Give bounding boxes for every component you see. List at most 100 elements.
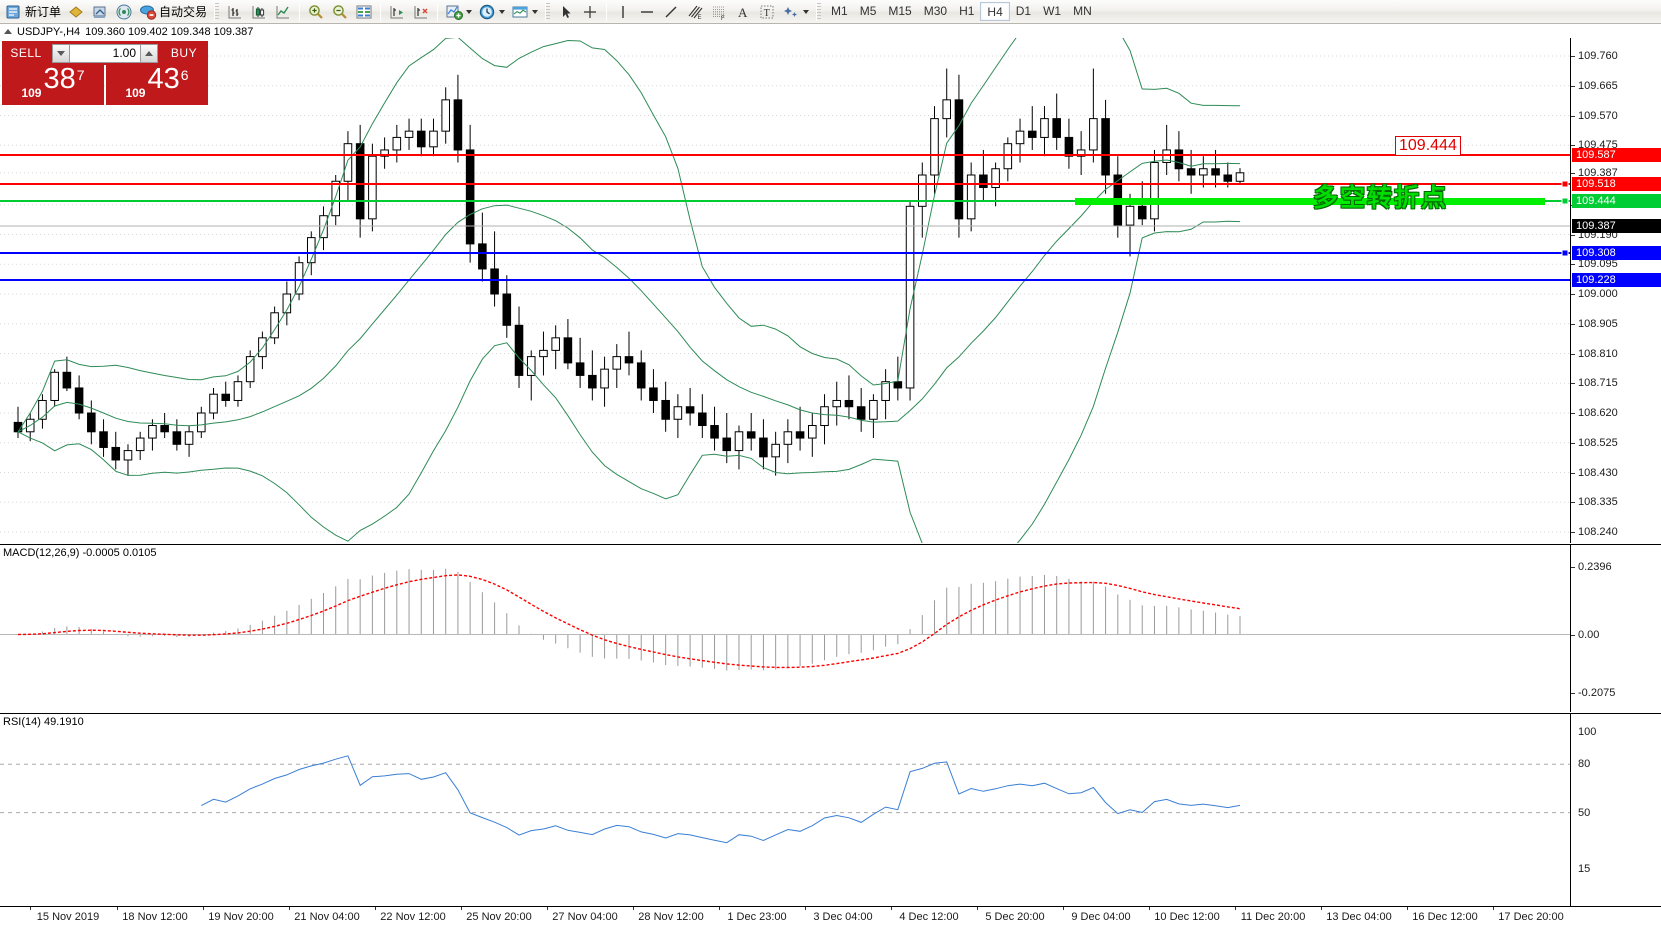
chevron-up-icon	[145, 50, 153, 56]
trendline-button[interactable]	[659, 1, 683, 23]
timeframe-m5[interactable]: M5	[859, 4, 877, 18]
autotrading-label: 自动交易	[159, 5, 208, 19]
price-level-label-resistance-1[interactable]: 109.587	[1572, 148, 1661, 162]
text-label-button[interactable]: T	[755, 1, 779, 23]
svg-text:A: A	[738, 5, 748, 20]
svg-text:E: E	[698, 15, 702, 21]
time-axis[interactable]: 15 Nov 2019 18 Nov 12:00 19 Nov 20:00 21 No…	[0, 906, 1661, 926]
macd-axis[interactable]: 0.2396 0.00 -0.2075	[1570, 545, 1661, 712]
price-axis[interactable]: 109.760109.665109.570109.475109.387109.2…	[1570, 38, 1661, 543]
volume-increment-button[interactable]	[140, 43, 158, 63]
price-pane[interactable]: 109.760109.665109.570109.475109.387109.2…	[0, 38, 1661, 543]
time-axis-label: 22 Nov 12:00	[380, 911, 446, 923]
volume-input[interactable]: 1.00	[70, 43, 140, 63]
rsi-axis-label: 80	[1578, 758, 1591, 771]
zoom-out-button[interactable]	[328, 1, 352, 23]
time-axis-tick	[891, 907, 892, 910]
templates-button[interactable]	[508, 1, 541, 23]
sell-button[interactable]: SELL	[2, 41, 50, 65]
indicators-button[interactable]	[442, 1, 475, 23]
price-level-label-resistance-2[interactable]: 109.518	[1572, 177, 1661, 191]
timeframe-mn[interactable]: MN	[1073, 4, 1092, 18]
toolbar-separator-1	[299, 2, 301, 21]
data-window-icon	[355, 3, 373, 21]
clock-icon	[478, 3, 496, 21]
cursor-icon	[557, 3, 575, 21]
templates-dropdown-caret[interactable]	[532, 9, 539, 14]
objects-dropdown-caret[interactable]	[803, 9, 810, 14]
rsi-axis[interactable]: 100 80 50 15	[1570, 714, 1661, 906]
chart-collapse-icon[interactable]	[4, 29, 12, 34]
horizontal-line-icon	[638, 3, 656, 21]
period-dropdown-caret[interactable]	[499, 9, 506, 14]
horizontal-line-button[interactable]	[635, 1, 659, 23]
price-axis-label: 108.240	[1578, 526, 1618, 538]
toolbar-grip-2[interactable]	[545, 2, 551, 21]
indicators-dropdown-caret[interactable]	[466, 9, 473, 14]
line-chart-button[interactable]	[271, 1, 295, 23]
toolbar-separator-3	[437, 2, 439, 21]
toolbar-grip-1[interactable]	[214, 2, 220, 21]
zoom-in-button[interactable]	[304, 1, 328, 23]
sell-price-main: 38	[43, 63, 76, 95]
templates-icon	[511, 3, 529, 21]
new-order-button[interactable]: 新订单	[2, 1, 64, 23]
expert-advisor-button[interactable]	[64, 1, 88, 23]
time-axis-label: 17 Dec 20:00	[1498, 911, 1564, 923]
timeframe-m15[interactable]: M15	[888, 4, 912, 18]
time-axis-label: 19 Nov 20:00	[208, 911, 274, 923]
signal-button[interactable]	[112, 1, 136, 23]
time-axis-tick	[1493, 907, 1494, 910]
green-level-tag[interactable]: 109.444	[1395, 136, 1461, 156]
candlestick-chart-button[interactable]	[247, 1, 271, 23]
vertical-line-button[interactable]	[611, 1, 635, 23]
timeframe-d1[interactable]: D1	[1015, 4, 1032, 18]
objects-button[interactable]	[779, 1, 812, 23]
price-axis-tick	[1571, 502, 1575, 504]
chart-info-bar: USDJPY-,H4 109.360 109.402 109.348 109.3…	[0, 25, 1661, 38]
timeframe-h4[interactable]: H4	[980, 2, 1010, 21]
cursor-button[interactable]	[554, 1, 578, 23]
price-plot[interactable]	[0, 38, 1570, 543]
price-axis-label: 108.620	[1578, 407, 1618, 419]
price-level-label-pivot-green[interactable]: 109.444	[1572, 194, 1661, 208]
time-axis-label: 27 Nov 04:00	[552, 911, 618, 923]
fibonacci-button[interactable]: F	[707, 1, 731, 23]
time-axis-tick	[289, 907, 290, 910]
price-level-label-bid-line[interactable]: 109.387	[1572, 219, 1661, 233]
rsi-plot[interactable]	[0, 714, 1570, 906]
data-window-button[interactable]	[352, 1, 376, 23]
toolbar-grip-3[interactable]	[816, 2, 822, 21]
period-button[interactable]	[475, 1, 508, 23]
crosshair-button[interactable]	[578, 1, 602, 23]
auto-scroll-button[interactable]	[385, 1, 409, 23]
autotrading-button[interactable]: 自动交易	[136, 1, 210, 23]
buy-button[interactable]: BUY	[160, 41, 208, 65]
timeframe-w1[interactable]: W1	[1043, 4, 1062, 18]
macd-axis-label: -0.2075	[1578, 687, 1616, 699]
time-axis-label: 16 Dec 12:00	[1412, 911, 1478, 923]
text-button[interactable]: A	[731, 1, 755, 23]
time-axis-tick	[1407, 907, 1408, 910]
price-level-label-support-1[interactable]: 109.308	[1572, 246, 1661, 260]
bar-chart-button[interactable]	[223, 1, 247, 23]
buy-price-display[interactable]: 109 43 6	[106, 65, 208, 105]
equidistant-channel-button[interactable]: E	[683, 1, 707, 23]
timeframe-h1[interactable]: H1	[959, 4, 975, 18]
volume-decrement-button[interactable]	[52, 43, 70, 63]
rsi-pane[interactable]: RSI(14) 49.1910 100 80 50 15	[0, 713, 1661, 906]
timeframe-m1[interactable]: M1	[831, 4, 848, 18]
candlestick-chart-icon	[250, 3, 268, 21]
chart-shift-button[interactable]	[409, 1, 433, 23]
bar-chart-icon	[226, 3, 244, 21]
main-toolbar: 新订单	[0, 0, 1661, 24]
sell-price-display[interactable]: 109 38 7	[2, 65, 104, 105]
macd-pane[interactable]: MACD(12,26,9) -0.0005 0.0105 0.2396 0.00 -…	[0, 544, 1661, 712]
cloud-upload-button[interactable]	[88, 1, 112, 23]
macd-plot[interactable]	[0, 545, 1570, 712]
volume-stepper[interactable]: 1.00	[50, 41, 160, 65]
one-click-trading-panel[interactable]: SELL 1.00 BUY 109 38 7 109 43 6	[2, 41, 208, 105]
timeframe-m30[interactable]: M30	[923, 4, 948, 18]
turning-point-note[interactable]: 多空转折点	[1313, 184, 1449, 212]
price-level-label-support-2[interactable]: 109.228	[1572, 273, 1661, 287]
